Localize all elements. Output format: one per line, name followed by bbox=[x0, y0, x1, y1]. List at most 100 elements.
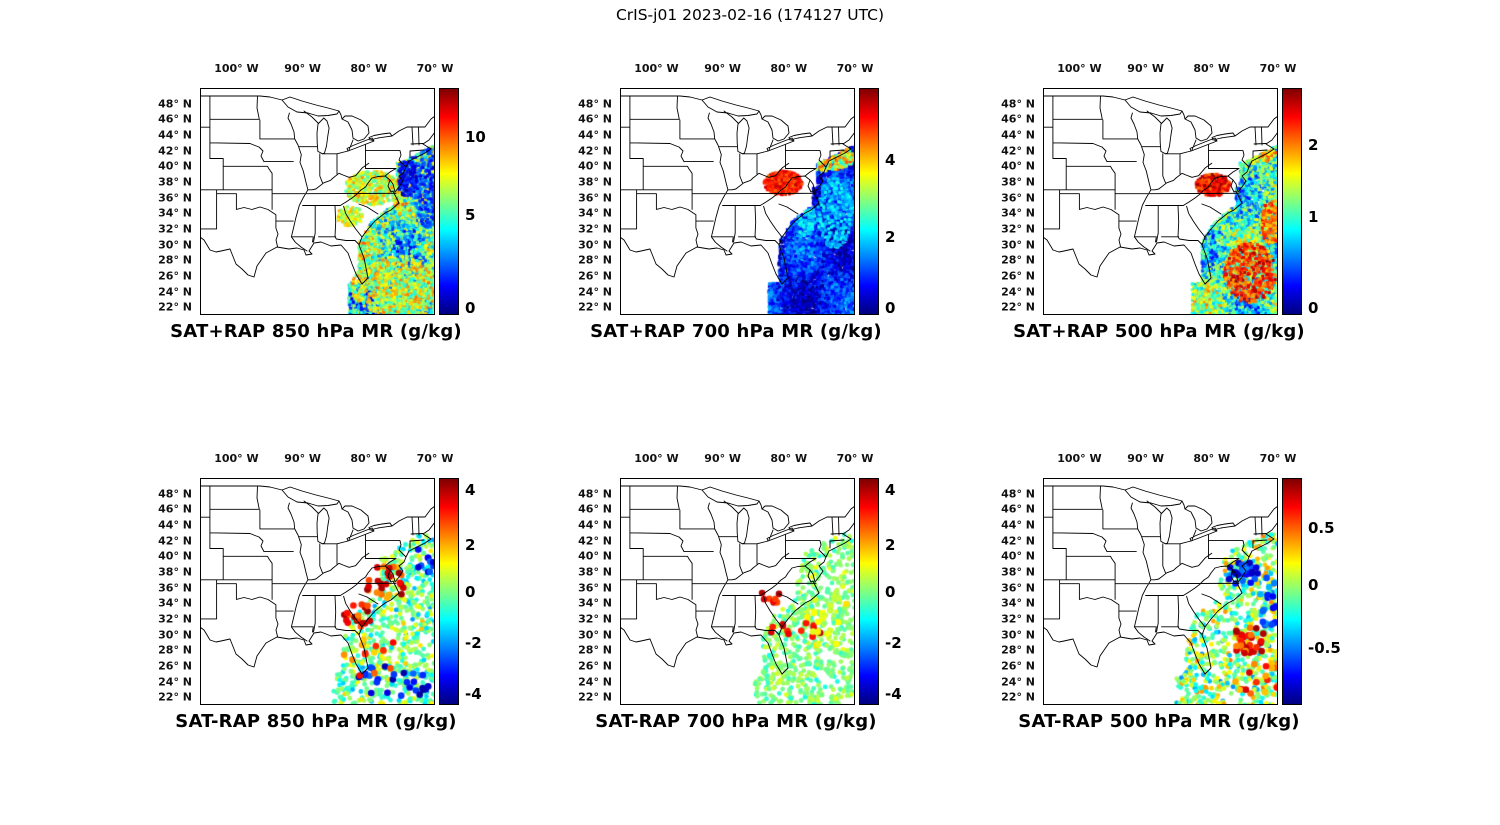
colorbar-axis: 4 2 0 bbox=[885, 88, 927, 317]
longitude-tick-label: 90° W bbox=[1127, 62, 1165, 75]
colorbar-tick-label: 0 bbox=[465, 299, 476, 318]
latitude-tick-label: 48° N bbox=[1001, 487, 1035, 501]
longitude-axis: 100° W 90° W 80° W 70° W bbox=[1043, 62, 1296, 80]
latitude-tick-label: 44° N bbox=[1001, 518, 1035, 532]
longitude-tick-label: 70° W bbox=[1259, 452, 1297, 465]
longitude-tick-label: 70° W bbox=[836, 62, 874, 75]
latitude-tick-label: 26° N bbox=[578, 659, 612, 673]
colorbar-tick-label: 0.5 bbox=[1308, 518, 1335, 537]
latitude-tick-label: 22° N bbox=[158, 300, 192, 314]
latitude-tick-label: 48° N bbox=[158, 97, 192, 111]
colorbar bbox=[1282, 88, 1302, 315]
latitude-tick-label: 34° N bbox=[578, 596, 612, 610]
latitude-tick-label: 28° N bbox=[158, 253, 192, 267]
longitude-tick-label: 80° W bbox=[770, 452, 808, 465]
longitude-tick-label: 100° W bbox=[1057, 452, 1102, 465]
latitude-tick-label: 32° N bbox=[1001, 612, 1035, 626]
longitude-tick-label: 90° W bbox=[1127, 452, 1165, 465]
latitude-tick-label: 30° N bbox=[158, 238, 192, 252]
map-axes bbox=[200, 88, 435, 315]
map-panel: 100° W 90° W 80° W 70° W 48° N 46° N bbox=[125, 58, 507, 358]
axes-border bbox=[620, 478, 855, 705]
latitude-tick-label: 22° N bbox=[1001, 690, 1035, 704]
longitude-axis: 100° W 90° W 80° W 70° W bbox=[620, 452, 873, 470]
latitude-tick-label: 44° N bbox=[158, 518, 192, 532]
latitude-tick-label: 46° N bbox=[578, 112, 612, 126]
us-state-map bbox=[620, 478, 855, 705]
latitude-tick-label: 24° N bbox=[578, 285, 612, 299]
colorbar-axis: 4 2 0 -2 -4 bbox=[885, 478, 927, 705]
map-panel: 100° W 90° W 80° W 70° W 48° N 46° N bbox=[968, 448, 1350, 748]
latitude-tick-label: 32° N bbox=[1001, 222, 1035, 236]
latitude-tick-label: 46° N bbox=[158, 112, 192, 126]
colorbar-tick-label: -4 bbox=[885, 685, 902, 704]
latitude-tick-label: 38° N bbox=[158, 565, 192, 579]
map-panel: 100° W 90° W 80° W 70° W 48° N 46° N bbox=[968, 58, 1350, 358]
latitude-tick-label: 30° N bbox=[578, 238, 612, 252]
latitude-tick-label: 36° N bbox=[1001, 191, 1035, 205]
latitude-tick-label: 22° N bbox=[158, 690, 192, 704]
longitude-tick-label: 90° W bbox=[284, 62, 322, 75]
latitude-tick-label: 36° N bbox=[578, 191, 612, 205]
latitude-tick-label: 40° N bbox=[578, 159, 612, 173]
latitude-tick-label: 48° N bbox=[158, 487, 192, 501]
longitude-tick-label: 100° W bbox=[634, 62, 679, 75]
latitude-tick-label: 42° N bbox=[578, 144, 612, 158]
latitude-tick-label: 26° N bbox=[1001, 659, 1035, 673]
latitude-tick-label: 22° N bbox=[1001, 300, 1035, 314]
longitude-tick-label: 70° W bbox=[836, 452, 874, 465]
map-axes bbox=[620, 478, 855, 705]
us-state-map bbox=[200, 88, 435, 315]
panel-title: SAT+RAP 850 hPa MR (g/kg) bbox=[170, 321, 462, 342]
latitude-tick-label: 28° N bbox=[1001, 643, 1035, 657]
latitude-tick-label: 44° N bbox=[158, 128, 192, 142]
latitude-tick-label: 32° N bbox=[578, 612, 612, 626]
latitude-tick-label: 30° N bbox=[1001, 238, 1035, 252]
colorbar-tick-label: 4 bbox=[885, 481, 896, 500]
latitude-tick-label: 32° N bbox=[578, 222, 612, 236]
map-axes bbox=[1043, 88, 1278, 315]
colorbar-axis: 2 1 0 bbox=[1308, 88, 1350, 317]
colorbar-tick-label: 2 bbox=[885, 535, 896, 554]
colorbar-tick-label: 1 bbox=[1308, 208, 1319, 227]
panel-title: SAT+RAP 500 hPa MR (g/kg) bbox=[1013, 321, 1305, 342]
latitude-tick-label: 36° N bbox=[158, 191, 192, 205]
longitude-tick-label: 80° W bbox=[350, 452, 388, 465]
colorbar-tick-label: 10 bbox=[465, 128, 486, 147]
latitude-tick-label: 30° N bbox=[578, 628, 612, 642]
longitude-tick-label: 80° W bbox=[1193, 452, 1231, 465]
colorbar-tick-label: 4 bbox=[465, 481, 476, 500]
latitude-tick-label: 24° N bbox=[158, 675, 192, 689]
colorbar-tick-label: 2 bbox=[885, 227, 896, 246]
longitude-axis: 100° W 90° W 80° W 70° W bbox=[620, 62, 873, 80]
latitude-tick-label: 26° N bbox=[158, 659, 192, 673]
latitude-tick-label: 28° N bbox=[1001, 253, 1035, 267]
latitude-tick-label: 40° N bbox=[1001, 549, 1035, 563]
longitude-axis: 100° W 90° W 80° W 70° W bbox=[200, 452, 453, 470]
colorbar-axis: 0.5 0 -0.5 bbox=[1308, 478, 1350, 705]
axes-border bbox=[1043, 88, 1278, 315]
latitude-tick-label: 36° N bbox=[1001, 581, 1035, 595]
colorbar-axis: 4 2 0 -2 -4 bbox=[465, 478, 507, 705]
longitude-tick-label: 90° W bbox=[284, 452, 322, 465]
latitude-tick-label: 42° N bbox=[158, 144, 192, 158]
latitude-tick-label: 38° N bbox=[1001, 175, 1035, 189]
map-panel: 100° W 90° W 80° W 70° W 48° N 46° N bbox=[125, 448, 507, 748]
longitude-tick-label: 80° W bbox=[350, 62, 388, 75]
latitude-tick-label: 24° N bbox=[158, 285, 192, 299]
latitude-tick-label: 40° N bbox=[158, 549, 192, 563]
longitude-tick-label: 100° W bbox=[214, 452, 259, 465]
latitude-tick-label: 48° N bbox=[1001, 97, 1035, 111]
us-state-map bbox=[620, 88, 855, 315]
latitude-axis: 48° N 46° N 44° N 42° N 40° N 38° N 36° … bbox=[125, 88, 195, 315]
latitude-tick-label: 30° N bbox=[1001, 628, 1035, 642]
longitude-tick-label: 70° W bbox=[416, 452, 454, 465]
latitude-tick-label: 30° N bbox=[158, 628, 192, 642]
latitude-axis: 48° N 46° N 44° N 42° N 40° N 38° N 36° … bbox=[545, 88, 615, 315]
longitude-tick-label: 80° W bbox=[770, 62, 808, 75]
us-state-map bbox=[1043, 478, 1278, 705]
colorbar-tick-label: -0.5 bbox=[1308, 639, 1341, 658]
latitude-tick-label: 46° N bbox=[578, 502, 612, 516]
longitude-axis: 100° W 90° W 80° W 70° W bbox=[1043, 452, 1296, 470]
